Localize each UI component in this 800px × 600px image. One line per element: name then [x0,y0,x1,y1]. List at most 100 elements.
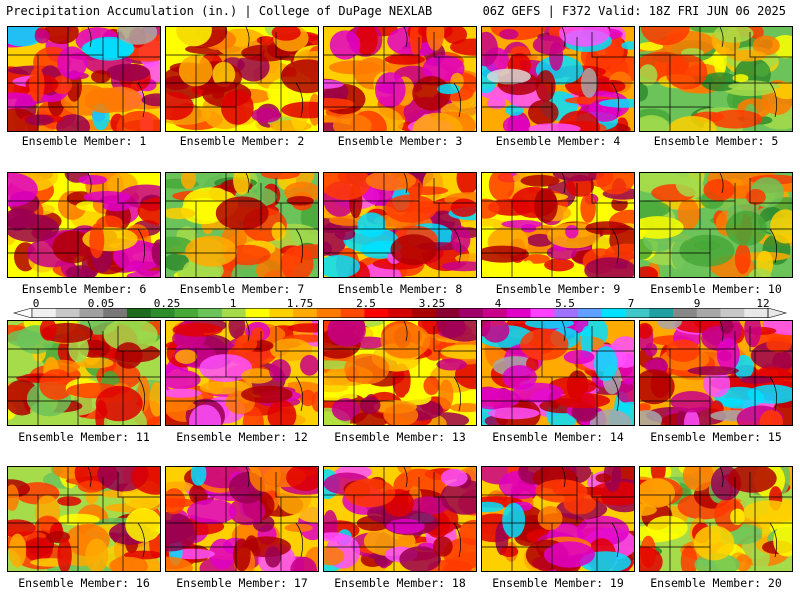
colorbar-swatch [506,308,531,318]
precip-field-map [324,321,476,425]
ensemble-map-panel [639,320,793,426]
colorbar-labels: 0 0.05 0.25 1 1.75 2.5 3.25 4 5.5 7 9 12 [0,297,800,310]
ensemble-member-caption: Ensemble Member: 16 [18,576,150,590]
ensemble-member-caption: Ensemble Member: 1 [21,134,147,148]
state-boundaries [324,321,476,425]
ensemble-member-caption: Ensemble Member: 14 [492,430,624,444]
colorbar-tick-label: 9 [693,297,701,310]
colorbar-swatch [554,308,579,318]
colorbar-swatch [625,308,650,318]
precip-field-map [324,467,476,571]
state-boundaries [166,321,318,425]
ensemble-member-caption: Ensemble Member: 10 [650,282,782,296]
colorbar-swatch [221,308,246,318]
colorbar-swatch [150,308,175,318]
ensemble-member-caption: Ensemble Member: 20 [650,576,782,590]
ensemble-member-caption: Ensemble Member: 5 [653,134,779,148]
precip-field-map [640,173,792,277]
colorbar-swatch [340,308,365,318]
precip-field-map [166,467,318,571]
colorbar-swatch [55,308,80,318]
colorbar-swatch [245,308,270,318]
colorbar-swatch [32,308,57,318]
ensemble-member-caption: Ensemble Member: 12 [176,430,308,444]
ensemble-member-caption: Ensemble Member: 13 [334,430,466,444]
colorbar [12,308,788,318]
state-boundaries [8,173,160,277]
colorbar-tick-label: 12 [756,297,770,310]
precip-field-map [166,173,318,277]
state-boundaries [8,467,160,571]
colorbar-tick-label: 0.05 [87,297,115,310]
ensemble-map-panel [7,320,161,426]
colorbar-swatch [530,308,555,318]
state-boundaries [166,173,318,277]
state-boundaries [324,173,476,277]
ensemble-map-panel [165,466,319,572]
colorbar-swatch [483,308,508,318]
map-title: Precipitation Accumulation (in.) | Colle… [6,4,433,18]
colorbar-tick-label: 1.75 [286,297,314,310]
colorbar-tick-label: 0 [32,297,40,310]
state-boundaries [640,321,792,425]
colorbar-tick-label: 1 [229,297,237,310]
ensemble-member-caption: Ensemble Member: 8 [337,282,463,296]
ensemble-member-caption: Ensemble Member: 18 [334,576,466,590]
ensemble-map-panel [165,320,319,426]
ensemble-member-caption: Ensemble Member: 6 [21,282,147,296]
colorbar-swatch [103,308,128,318]
colorbar-max-arrow [767,308,788,318]
precip-field-map [482,321,634,425]
precip-field-map [166,27,318,131]
ensemble-map-panel [481,466,635,572]
colorbar-swatch [601,308,626,318]
ensemble-map-panel [639,466,793,572]
ensemble-map-panel [639,26,793,132]
ensemble-member-caption: Ensemble Member: 3 [337,134,463,148]
precip-field-map [482,173,634,277]
precip-field-map [640,27,792,131]
ensemble-map-panel [481,26,635,132]
precip-field-map [8,467,160,571]
colorbar-swatch [435,308,460,318]
precip-field-map [640,467,792,571]
ensemble-map-panel [323,466,477,572]
ensemble-map-panel [7,26,161,132]
colorbar-swatch [364,308,389,318]
colorbar-min-arrow [12,308,33,318]
colorbar-tick-label: 7 [627,297,635,310]
ensemble-member-caption: Ensemble Member: 19 [492,576,624,590]
state-boundaries [640,27,792,131]
state-boundaries [482,467,634,571]
precip-field-map [166,321,318,425]
colorbar-swatch [79,308,104,318]
header: Precipitation Accumulation (in.) | Colle… [0,0,800,22]
precip-field-map [324,27,476,131]
colorbar-tick-label: 0.25 [153,297,181,310]
ensemble-map-panel [323,26,477,132]
colorbar-swatch [578,308,603,318]
colorbar-swatch [269,308,294,318]
state-boundaries [324,467,476,571]
state-boundaries [482,321,634,425]
precip-field-map [8,173,160,277]
ensemble-map-panel [7,466,161,572]
ensemble-map-panel [323,320,477,426]
ensemble-member-caption: Ensemble Member: 17 [176,576,308,590]
ensemble-map-panel [165,26,319,132]
precip-field-map [8,27,160,131]
state-boundaries [482,173,634,277]
colorbar-swatch [174,308,199,318]
colorbar-swatch [744,308,769,318]
ensemble-member-caption: Ensemble Member: 2 [179,134,305,148]
state-boundaries [640,173,792,277]
precip-field-map [324,173,476,277]
colorbar-swatch [126,308,152,318]
precip-field-map [482,467,634,571]
colorbar-swatch [459,308,484,318]
colorbar-tick-label: 3.25 [418,297,446,310]
ensemble-map-panel [481,172,635,278]
colorbar-swatch [673,308,698,318]
state-boundaries [324,27,476,131]
state-boundaries [8,321,160,425]
